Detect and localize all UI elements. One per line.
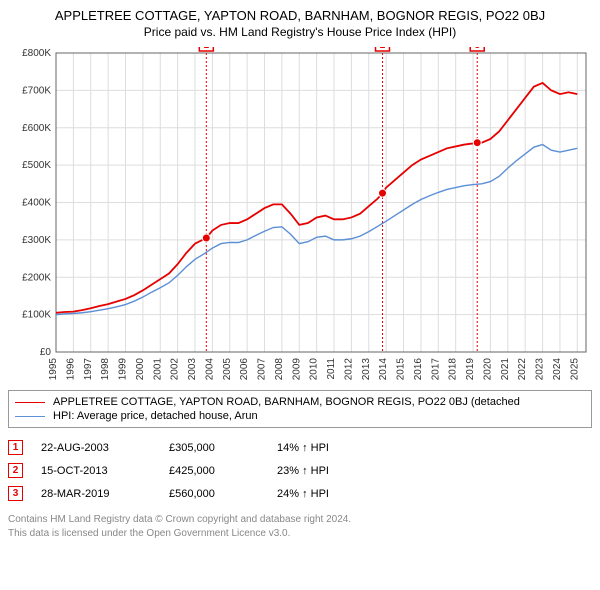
price-chart: £0 £100K £200K £300K £400K £500K £600K £700K £80… [8,47,592,382]
svg-text:2012: 2012 [343,358,354,381]
legend-label-hpi: HPI: Average price, detached house, Arun [53,410,258,422]
svg-text:£100K: £100K [22,310,51,321]
svg-text:2023: 2023 [535,358,546,381]
svg-text:1998: 1998 [100,358,111,381]
event-row: 1 22-AUG-2003 £305,000 14% ↑ HPI [8,436,592,459]
svg-text:2019: 2019 [465,358,476,381]
svg-text:£0: £0 [40,347,52,358]
svg-text:2025: 2025 [569,358,580,381]
event-date: 22-AUG-2003 [41,442,151,454]
legend-swatch-hpi [15,416,45,417]
event-marker: 1 [8,440,23,455]
svg-text:2005: 2005 [222,358,233,381]
svg-text:2: 2 [380,47,386,51]
event-pct: 14% ↑ HPI [277,442,329,454]
legend-row-property: APPLETREE COTTAGE, YAPTON ROAD, BARNHAM,… [15,395,585,409]
svg-text:£300K: £300K [22,235,51,246]
svg-text:2015: 2015 [396,358,407,381]
svg-text:£400K: £400K [22,198,51,209]
svg-text:2000: 2000 [135,358,146,381]
svg-text:£200K: £200K [22,272,51,283]
page-subtitle: Price paid vs. HM Land Registry's House … [8,25,592,39]
svg-text:2011: 2011 [326,358,337,380]
svg-text:2001: 2001 [152,358,163,381]
event-price: £560,000 [169,488,259,500]
event-date: 15-OCT-2013 [41,465,151,477]
legend-row-hpi: HPI: Average price, detached house, Arun [15,409,585,423]
svg-text:1: 1 [204,47,210,51]
attribution-line1: Contains HM Land Registry data © Crown c… [8,513,592,527]
svg-text:2006: 2006 [239,358,250,381]
chart-svg: £0 £100K £200K £300K £400K £500K £600K £700K £80… [8,47,592,382]
events-table: 1 22-AUG-2003 £305,000 14% ↑ HPI 2 15-OCT-201… [8,436,592,505]
event-pct: 24% ↑ HPI [277,488,329,500]
event-price: £425,000 [169,465,259,477]
event-date: 28-MAR-2019 [41,488,151,500]
svg-text:2024: 2024 [552,358,563,381]
svg-text:3: 3 [474,47,480,51]
svg-text:2009: 2009 [291,358,302,381]
svg-text:2007: 2007 [257,358,268,381]
svg-text:1999: 1999 [118,358,129,381]
svg-text:£800K: £800K [22,48,51,59]
svg-text:2010: 2010 [309,358,320,381]
svg-text:£600K: £600K [22,123,51,134]
svg-text:2008: 2008 [274,358,285,381]
event-price: £305,000 [169,442,259,454]
svg-text:2016: 2016 [413,358,424,381]
legend: APPLETREE COTTAGE, YAPTON ROAD, BARNHAM,… [8,390,592,428]
event-marker: 3 [8,486,23,501]
svg-text:2004: 2004 [204,358,215,381]
legend-swatch-property [15,402,45,403]
event-row: 3 28-MAR-2019 £560,000 24% ↑ HPI [8,482,592,505]
svg-text:1997: 1997 [83,358,94,381]
svg-text:2014: 2014 [378,358,389,381]
svg-text:£500K: £500K [22,160,51,171]
svg-text:2021: 2021 [500,358,511,381]
svg-text:2022: 2022 [517,358,528,381]
svg-text:£700K: £700K [22,85,51,96]
svg-text:2013: 2013 [361,358,372,381]
svg-text:2003: 2003 [187,358,198,381]
svg-text:1996: 1996 [65,358,76,381]
attribution-line2: This data is licensed under the Open Gov… [8,527,592,541]
legend-label-property: APPLETREE COTTAGE, YAPTON ROAD, BARNHAM,… [53,396,520,408]
event-marker: 2 [8,463,23,478]
attribution: Contains HM Land Registry data © Crown c… [8,513,592,541]
page-title: APPLETREE COTTAGE, YAPTON ROAD, BARNHAM,… [8,8,592,23]
svg-text:2020: 2020 [482,358,493,381]
svg-text:2018: 2018 [448,358,459,381]
event-pct: 23% ↑ HPI [277,465,329,477]
svg-text:2017: 2017 [430,358,441,381]
event-row: 2 15-OCT-2013 £425,000 23% ↑ HPI [8,459,592,482]
svg-text:2002: 2002 [170,358,181,381]
svg-text:1995: 1995 [48,358,59,381]
